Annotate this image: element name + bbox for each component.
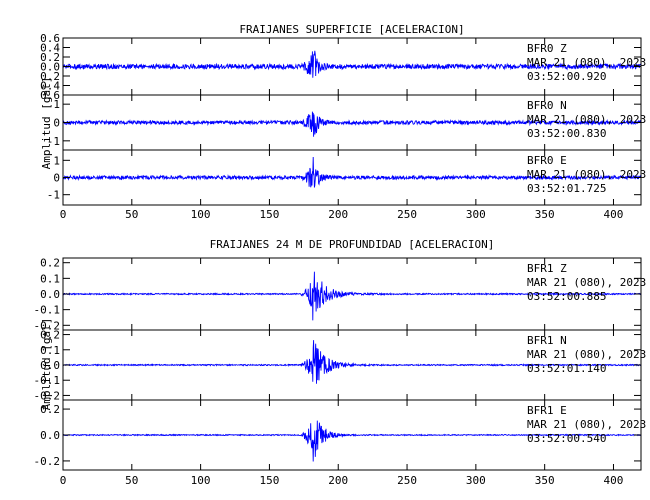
station-component-label: BFR0 Z — [527, 42, 567, 55]
y-tick-label: 0 — [53, 172, 60, 185]
waveform-line — [62, 50, 642, 78]
y-tick-label: -1 — [47, 189, 60, 202]
waveform-line — [62, 271, 642, 321]
waveform-line — [62, 420, 642, 462]
x-tick-label: 250 — [397, 208, 417, 221]
station-component-label: BFR0 E — [527, 154, 567, 167]
y-tick-label: -0.2 — [34, 455, 61, 468]
y-tick-label: 0.2 — [40, 403, 60, 416]
y-tick-label: 0.2 — [40, 329, 60, 342]
date-label: MAR 21 (080), 2023 — [527, 276, 646, 289]
y-tick-label: 0.2 — [40, 51, 60, 64]
station-component-label: BFR1 N — [527, 334, 567, 347]
waveform-line — [63, 340, 642, 384]
date-label: MAR 21 (080), 2023 — [527, 348, 646, 361]
station-component-label: BFR1 E — [527, 404, 567, 417]
x-tick-label: 200 — [328, 208, 348, 221]
y-axis-label: Amplitud [gal] — [40, 77, 53, 170]
y-tick-label: 1 — [53, 154, 60, 167]
station-component-label: BFR0 N — [527, 99, 567, 112]
date-label: MAR 21 (080), 2023 — [527, 56, 646, 69]
x-tick-label: 400 — [604, 474, 624, 487]
y-tick-label: 0.4 — [40, 80, 60, 93]
y-tick-label: 0.6 — [40, 32, 60, 45]
x-tick-label: 0 — [60, 208, 67, 221]
y-tick-label: 0.0 — [40, 61, 60, 74]
chart-title: FRAIJANES SUPERFICIE [ACELERACION] — [239, 23, 464, 36]
date-label: MAR 21 (080), 2023 — [527, 418, 646, 431]
y-tick-label: 1 — [53, 98, 60, 111]
date-label: MAR 21 (080), 2023 — [527, 168, 646, 181]
x-tick-label: 150 — [259, 474, 279, 487]
y-tick-label: 0.2 — [40, 70, 60, 83]
y-tick-label: -1 — [47, 135, 60, 148]
x-tick-label: 400 — [604, 208, 624, 221]
time-label: 03:52:00.885 — [527, 290, 606, 303]
x-tick-label: 150 — [259, 208, 279, 221]
x-tick-label: 100 — [191, 474, 211, 487]
y-tick-label: 0.0 — [40, 359, 60, 372]
y-tick-label: 0.0 — [40, 429, 60, 442]
y-tick-label: 0.4 — [40, 42, 60, 55]
x-tick-label: 250 — [397, 474, 417, 487]
x-tick-label: 50 — [125, 474, 138, 487]
y-tick-label: -0.1 — [34, 374, 61, 387]
x-tick-label: 300 — [466, 474, 486, 487]
x-tick-label: 100 — [191, 208, 211, 221]
chart-title: FRAIJANES 24 M DE PROFUNDIDAD [ACELERACI… — [210, 238, 495, 251]
y-tick-label: 0.1 — [40, 344, 60, 357]
x-tick-label: 0 — [60, 474, 67, 487]
date-label: MAR 21 (080), 2023 — [527, 113, 646, 126]
y-tick-label: 0.2 — [40, 257, 60, 270]
y-tick-label: 0.0 — [40, 288, 60, 301]
x-tick-label: 50 — [125, 208, 138, 221]
waveform-line — [62, 156, 642, 188]
y-axis-label: Amplitud [gal] — [40, 318, 53, 411]
x-tick-label: 200 — [328, 474, 348, 487]
waveform-line — [62, 111, 642, 137]
chart-depth: FRAIJANES 24 M DE PROFUNDIDAD [ACELERACI… — [34, 238, 647, 487]
y-tick-label: -0.2 — [34, 389, 61, 402]
time-label: 03:52:00.920 — [527, 70, 606, 83]
x-tick-label: 350 — [535, 474, 555, 487]
y-tick-label: 0.6 — [40, 89, 60, 102]
time-label: 03:52:00.830 — [527, 127, 606, 140]
time-label: 03:52:01.140 — [527, 362, 606, 375]
y-tick-label: -0.1 — [34, 304, 61, 317]
chart-surface: FRAIJANES SUPERFICIE [ACELERACION] Amplit… — [40, 23, 646, 221]
y-tick-label: 0 — [53, 117, 60, 130]
y-tick-label: 0.1 — [40, 272, 60, 285]
y-tick-label: -0.2 — [34, 319, 61, 332]
time-label: 03:52:00.540 — [527, 432, 606, 445]
x-tick-label: 350 — [535, 208, 555, 221]
x-tick-label: 300 — [466, 208, 486, 221]
time-label: 03:52:01.725 — [527, 182, 606, 195]
station-component-label: BFR1 Z — [527, 262, 567, 275]
